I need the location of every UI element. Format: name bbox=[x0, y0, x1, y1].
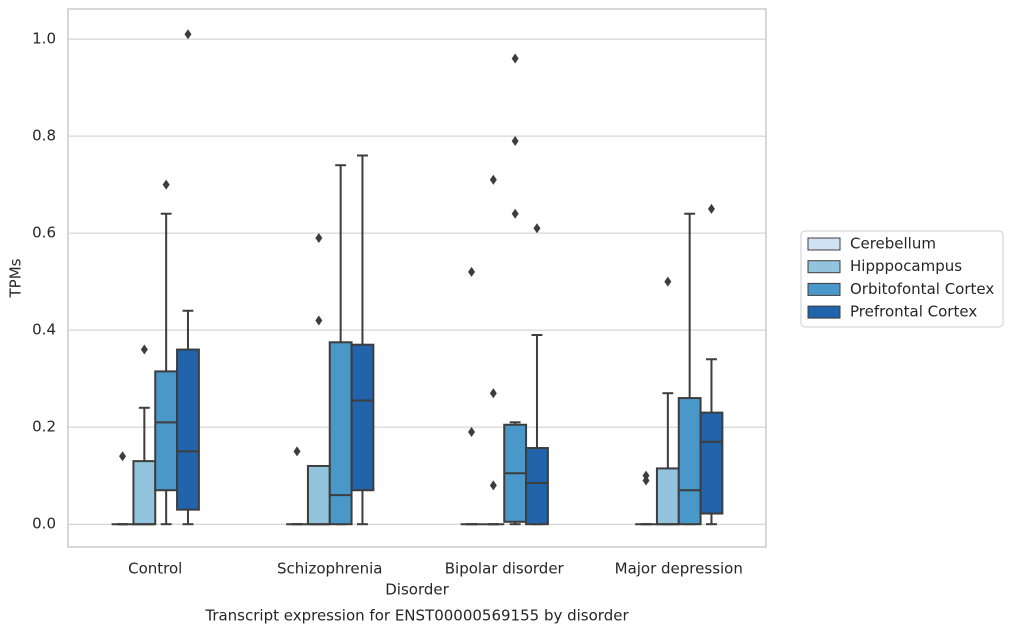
legend-swatch bbox=[807, 237, 841, 251]
y-tick-label: 0.4 bbox=[32, 321, 56, 339]
x-axis-label: Disorder bbox=[385, 581, 449, 599]
legend-label: Orbitofontal Cortex bbox=[850, 280, 994, 298]
box bbox=[306, 464, 331, 526]
outlier bbox=[489, 174, 497, 185]
legend-label: Hipppocampus bbox=[850, 257, 962, 275]
outlier bbox=[184, 29, 192, 40]
y-tick-label: 0.8 bbox=[32, 127, 56, 145]
legend-frame bbox=[800, 230, 1004, 328]
x-tick-label: Major depression bbox=[615, 560, 743, 578]
outlier bbox=[664, 276, 672, 287]
box bbox=[677, 397, 702, 526]
outlier bbox=[511, 135, 519, 146]
outlier bbox=[140, 344, 148, 355]
y-tick-label: 0.0 bbox=[32, 515, 56, 533]
outlier bbox=[707, 203, 715, 214]
outlier bbox=[315, 232, 323, 243]
legend-swatch bbox=[807, 305, 841, 319]
y-tick-label: 0.6 bbox=[32, 224, 56, 242]
box bbox=[350, 343, 375, 492]
outlier bbox=[293, 446, 301, 457]
chart-title: Transcript expression for ENST0000056915… bbox=[204, 607, 629, 625]
box bbox=[328, 341, 353, 526]
outlier bbox=[162, 179, 170, 190]
box bbox=[699, 411, 724, 515]
outlier bbox=[511, 53, 519, 64]
outlier bbox=[489, 388, 497, 399]
outlier bbox=[533, 223, 541, 234]
legend-label: Prefrontal Cortex bbox=[850, 303, 977, 321]
outlier bbox=[642, 470, 650, 481]
plot-frame bbox=[67, 8, 767, 548]
outlier bbox=[489, 480, 497, 491]
legend-swatch bbox=[807, 260, 841, 274]
outlier bbox=[315, 315, 323, 326]
box bbox=[154, 370, 179, 492]
legend-label: Cerebellum bbox=[850, 235, 936, 253]
outlier bbox=[511, 208, 519, 219]
outlier bbox=[468, 266, 476, 277]
box bbox=[525, 447, 549, 526]
y-tick-label: 0.2 bbox=[32, 418, 56, 436]
legend-swatch bbox=[807, 282, 841, 296]
y-tick-label: 1.0 bbox=[32, 30, 56, 48]
outlier bbox=[468, 427, 476, 438]
x-tick-label: Bipolar disorder bbox=[445, 560, 565, 578]
x-tick-label: Control bbox=[128, 560, 182, 578]
box bbox=[176, 348, 200, 511]
box bbox=[655, 467, 680, 526]
outlier bbox=[119, 451, 127, 462]
box bbox=[132, 460, 157, 526]
x-tick-label: Schizophrenia bbox=[277, 560, 382, 578]
y-axis-label: TPMs bbox=[7, 258, 25, 298]
